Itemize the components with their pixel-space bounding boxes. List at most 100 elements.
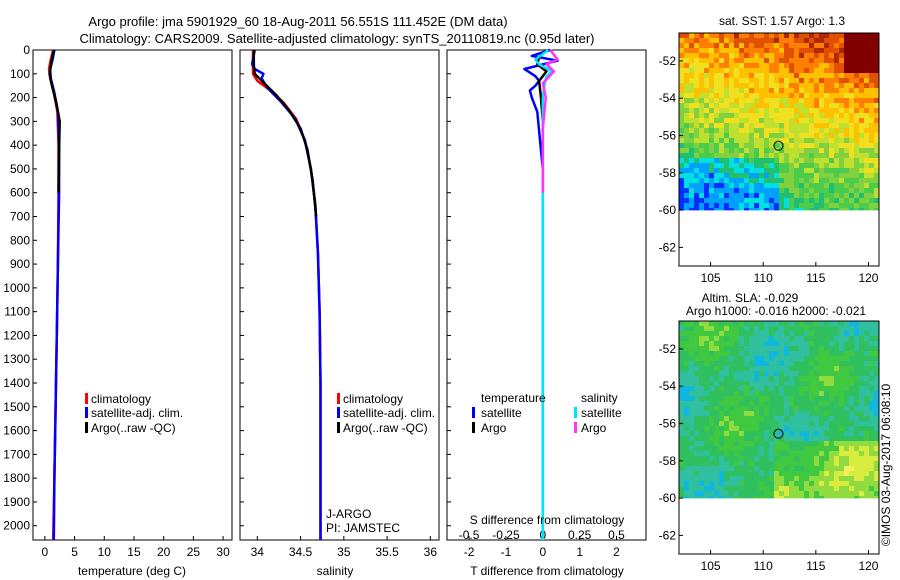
map-cell [809,58,815,64]
map-cell [854,48,860,54]
map-cell [764,93,770,99]
map-cell [764,148,770,154]
map-cell [814,376,820,382]
map-cell [729,73,735,79]
map-cell [849,406,855,412]
map-cell [709,113,715,119]
map-cell [809,153,815,159]
map-cell [709,391,715,397]
map-cell [729,163,735,169]
map-cell [754,416,760,422]
map-cell [819,351,825,357]
map-cell [789,461,795,467]
map-cell [839,336,845,342]
map-cell [859,371,865,377]
map-cell [824,33,830,39]
map-cell [714,416,720,422]
map-cell [819,451,825,457]
map-cell [874,326,880,332]
map-cell [814,163,820,169]
map-cell [774,321,780,327]
map-cell [799,188,805,194]
salinity-line-0 [251,50,322,540]
map-cell [844,461,850,467]
map-cell [704,128,710,134]
map-cell [864,496,870,499]
map-cell [799,376,805,382]
map-cell [859,441,865,447]
map-cell [699,43,705,49]
map-cell [789,63,795,69]
map-cell [699,183,705,189]
map-cell [684,386,690,392]
depth-ytick-label: 400 [10,138,30,152]
map-cell [729,476,735,482]
legend-swatch-satellite [85,407,88,418]
map-cell [804,326,810,332]
map-cell [844,336,850,342]
map-cell [844,83,850,89]
map-cell [729,113,735,119]
map-cell [874,461,880,467]
map-cell [724,386,730,392]
map-cell [684,108,690,114]
map-cell [814,148,820,154]
map-cell [714,436,720,442]
map-cell [689,476,695,482]
map-cell [869,421,875,427]
map-cell [824,356,830,362]
map-cell [694,456,700,462]
map-cell [849,381,855,387]
map-cell [799,173,805,179]
map-cell [684,491,690,497]
map-cell [834,188,840,194]
map-cell [774,356,780,362]
map-cell [724,63,730,69]
map-cell [739,43,745,49]
map-cell [704,326,710,332]
temperature-xtick-label: 15 [127,545,141,559]
map-cell [764,98,770,104]
map-cell [739,33,745,39]
map-cell [789,326,795,332]
map-cell [774,188,780,194]
map-cell [704,203,710,209]
map-cell [799,491,805,497]
map-cell [749,426,755,432]
map-cell [684,431,690,437]
map-cell [709,103,715,109]
map-cell [694,401,700,407]
map-cell [764,386,770,392]
map-cell [744,173,750,179]
map-cell [854,396,860,402]
map-cell [769,476,775,482]
map-cell [684,33,690,39]
map-cell [849,198,855,204]
map-cell [774,208,780,211]
map-cell [699,411,705,417]
map-cell [844,33,850,39]
map-cell [874,331,880,337]
map-cell [719,321,725,327]
map-cell [724,451,730,457]
map-cell [734,93,740,99]
map-cell [804,173,810,179]
salinity-xtick-label: 34 [251,545,265,559]
map-cell [814,476,820,482]
map-cell [789,108,795,114]
map-cell [784,426,790,432]
map-cell [789,491,795,497]
map-cell [854,68,860,74]
map-cell [809,381,815,387]
map-cell [709,68,715,74]
map-cell [724,198,730,204]
map-cell [694,33,700,39]
map-cell [784,381,790,387]
map-cell [824,346,830,352]
map-cell [679,361,685,367]
map-cell [729,491,735,497]
map-cell [864,73,870,79]
map-cell [864,113,870,119]
map-cell [729,123,735,129]
map-cell [824,153,830,159]
